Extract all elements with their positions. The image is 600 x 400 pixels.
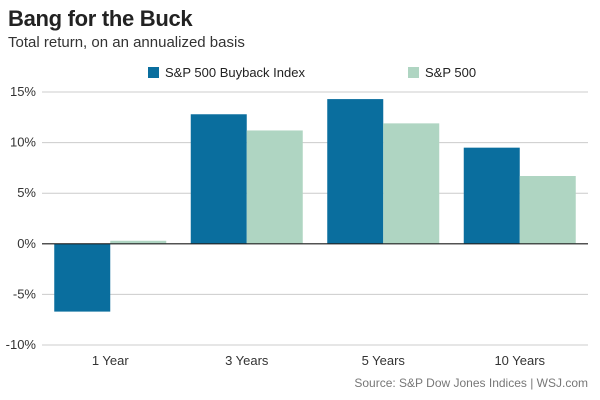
x-tick-label: 1 Year [92,353,130,368]
x-tick-label: 3 Years [225,353,269,368]
legend-swatch [408,67,419,78]
bar [246,130,303,244]
x-tick-label: 10 Years [494,353,545,368]
bar [110,240,167,244]
y-tick-label: -5% [13,286,37,301]
bar [327,99,384,244]
y-tick-label: 15% [10,84,36,99]
legend-swatch [148,67,159,78]
source-note: Source: S&P Dow Jones Indices | WSJ.com [354,376,588,390]
bar [519,175,576,244]
chart-title: Bang for the Buck [8,6,193,31]
bar [463,147,520,244]
y-tick-label: 10% [10,135,36,150]
x-tick-label: 5 Years [362,353,406,368]
y-tick-label: 0% [17,236,36,251]
legend-label: S&P 500 [425,65,476,80]
chart-subtitle: Total return, on an annualized basis [8,34,245,51]
y-tick-label: -10% [6,337,37,352]
y-tick-label: 5% [17,185,36,200]
bar [190,114,247,244]
bar [383,123,440,244]
legend-label: S&P 500 Buyback Index [165,65,305,80]
bar [54,243,111,312]
